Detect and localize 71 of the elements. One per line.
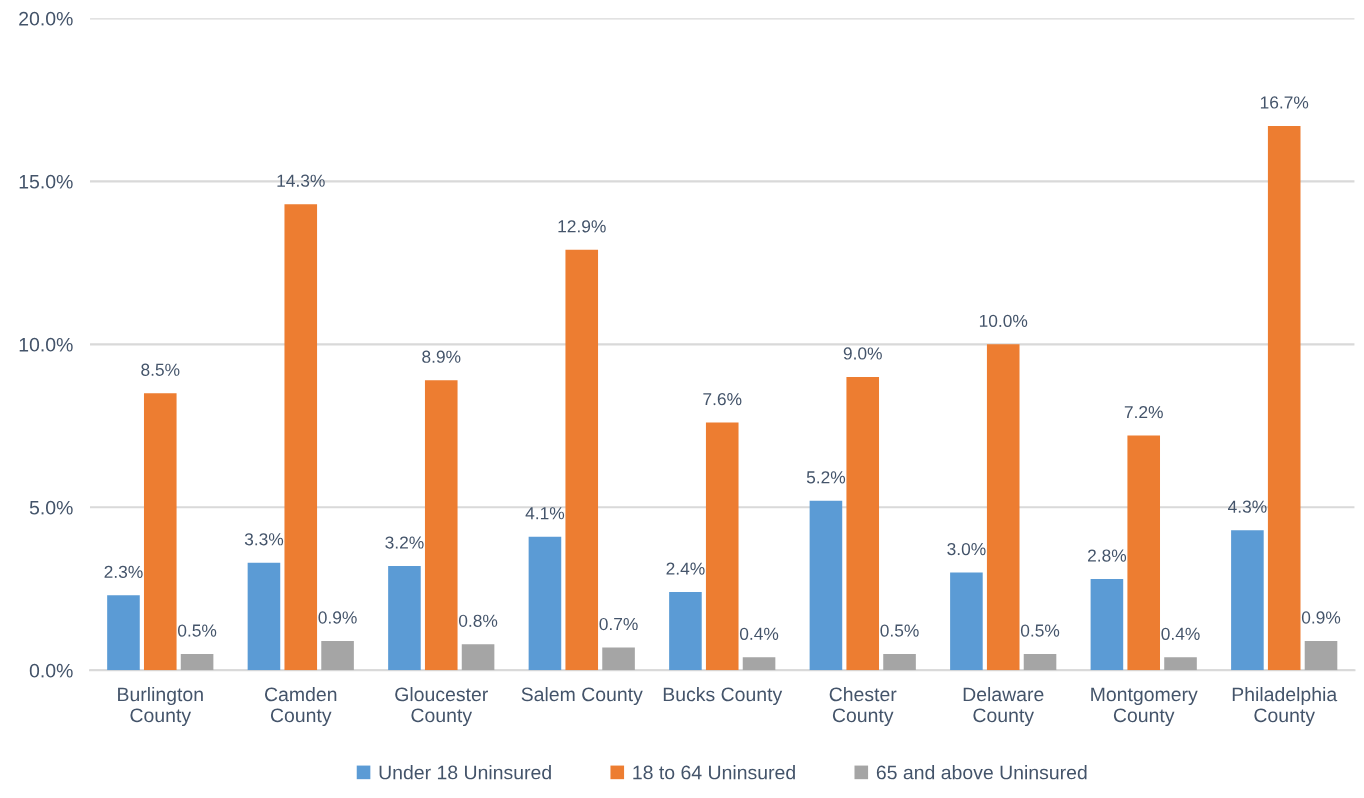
- x-tick-label: Montgomery County: [1091, 687, 1198, 727]
- bar: [388, 566, 421, 671]
- bar: [950, 572, 983, 671]
- data-label: 5.2%: [806, 471, 846, 484]
- data-label: 3.2%: [385, 536, 424, 549]
- y-tick-label: 5.0%: [29, 500, 73, 515]
- y-tick-label: 15.0%: [19, 174, 73, 189]
- x-tick-label: Delaware County: [963, 686, 1044, 727]
- bar: [1164, 657, 1197, 671]
- bar: [1023, 654, 1057, 671]
- bar: [1231, 530, 1264, 671]
- bar: [107, 595, 140, 671]
- data-label: 7.6%: [703, 392, 742, 406]
- bar: [321, 640, 354, 671]
- x-tick-label: Salem County: [521, 686, 643, 706]
- bar: [284, 204, 318, 671]
- y-tick-label: 0.0%: [29, 663, 73, 678]
- bar: [846, 376, 880, 671]
- data-label: 14.3%: [277, 174, 325, 187]
- bar: [143, 393, 177, 671]
- bar: [1304, 640, 1338, 671]
- bar: [986, 344, 1020, 671]
- x-tick-label: Bucks County: [663, 686, 783, 706]
- data-label: 2.3%: [104, 565, 143, 579]
- data-label: 12.9%: [558, 220, 606, 233]
- data-label: 0.7%: [599, 617, 638, 631]
- bar: [461, 644, 495, 671]
- data-label: 8.9%: [422, 350, 461, 363]
- x-tick-label: Philadelphia County: [1232, 686, 1338, 727]
- data-label: 0.9%: [318, 611, 357, 624]
- bar: [883, 654, 916, 671]
- data-label: 10.0%: [979, 314, 1028, 328]
- y-tick-label: 10.0%: [19, 337, 73, 352]
- x-tick-label: Camden County: [265, 686, 337, 727]
- data-label: 0.4%: [1161, 627, 1200, 640]
- data-label: 0.8%: [458, 614, 498, 627]
- data-label: 0.5%: [880, 624, 919, 637]
- data-label: 2.4%: [666, 562, 705, 575]
- legend-label: 18 to 64 Uninsured: [633, 765, 795, 780]
- y-tick-label: 20.0%: [19, 11, 73, 26]
- bar: [1267, 125, 1301, 671]
- data-label: 9.0%: [843, 347, 882, 360]
- bar: [669, 592, 702, 671]
- x-tick-label: Burlington County: [118, 686, 203, 727]
- data-label: 3.0%: [947, 542, 986, 556]
- data-label: 0.5%: [177, 624, 217, 637]
- bar: [1127, 435, 1161, 671]
- x-tick-label: Gloucester County: [395, 686, 488, 727]
- legend-label: 65 and above Uninsured: [876, 765, 1087, 780]
- bar: [424, 380, 458, 671]
- bar: [602, 647, 635, 671]
- data-label: 4.1%: [525, 507, 565, 520]
- bar: [565, 249, 599, 671]
- data-label: 0.4%: [739, 627, 779, 640]
- bar: [742, 657, 776, 671]
- data-label: 16.7%: [1260, 96, 1309, 109]
- bar: [809, 500, 843, 671]
- data-label: 0.9%: [1301, 611, 1341, 624]
- bar: [528, 536, 562, 671]
- bar: [1090, 579, 1124, 671]
- bar: [247, 562, 281, 671]
- x-tick-label: Chester County: [829, 686, 897, 727]
- bar: [705, 422, 739, 671]
- data-label: 2.8%: [1087, 549, 1127, 562]
- legend-label: Under 18 Uninsured: [379, 765, 551, 780]
- data-label: 7.2%: [1124, 406, 1163, 419]
- data-label: 8.5%: [141, 363, 180, 376]
- data-label: 0.5%: [1020, 624, 1060, 637]
- data-label: 4.3%: [1228, 500, 1267, 513]
- bar: [180, 654, 214, 671]
- data-label: 3.3%: [244, 533, 284, 546]
